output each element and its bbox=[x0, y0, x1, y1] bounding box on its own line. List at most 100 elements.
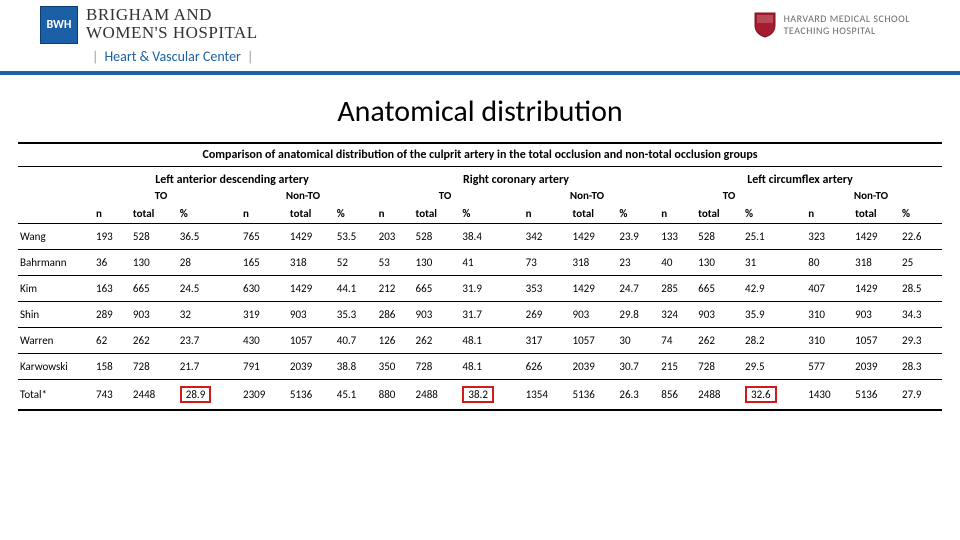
hms-line2: TEACHING HOSPITAL bbox=[784, 25, 910, 37]
cell: 1057 bbox=[853, 328, 900, 354]
cell: 318 bbox=[853, 250, 900, 276]
cell: 1429 bbox=[288, 276, 335, 302]
cell: 38.4 bbox=[460, 224, 523, 250]
cell: 318 bbox=[571, 250, 618, 276]
page-title: Anatomical distribution bbox=[0, 93, 960, 130]
hms-text: HARVARD MEDICAL SCHOOL TEACHING HOSPITAL bbox=[784, 13, 910, 37]
col-header: % bbox=[743, 204, 806, 224]
cell: 35.9 bbox=[743, 302, 806, 328]
cell: 29.8 bbox=[617, 302, 659, 328]
bwh-name-line1: BRIGHAM AND bbox=[86, 6, 258, 24]
cell: 903 bbox=[696, 302, 743, 328]
table-row: Karwowski15872821.7791203938.835072848.1… bbox=[18, 354, 942, 380]
col-header: total bbox=[414, 204, 461, 224]
cell: 28.2 bbox=[743, 328, 806, 354]
cell: 262 bbox=[414, 328, 461, 354]
cell: 1429 bbox=[288, 224, 335, 250]
cell: 317 bbox=[524, 328, 571, 354]
bwh-logo-block: BWH BRIGHAM AND WOMEN'S HOSPITAL bbox=[40, 6, 258, 44]
data-table: ntotal%ntotal%ntotal%ntotal%ntotal%ntota… bbox=[18, 204, 942, 411]
row-name: Karwowski bbox=[18, 354, 94, 380]
cell: 318 bbox=[288, 250, 335, 276]
cell: 62 bbox=[94, 328, 131, 354]
artery-col-2: Left circumflex artery bbox=[658, 173, 942, 187]
table-caption: Comparison of anatomical distribution of… bbox=[18, 142, 942, 167]
cell: 53.5 bbox=[335, 224, 377, 250]
highlighted-value: 28.9 bbox=[180, 386, 212, 403]
cell: 48.1 bbox=[460, 328, 523, 354]
col-header: total bbox=[696, 204, 743, 224]
cell: 165 bbox=[241, 250, 288, 276]
subgroup-1: Non-TO bbox=[232, 189, 374, 202]
row-name: Shin bbox=[18, 302, 94, 328]
cell: 626 bbox=[524, 354, 571, 380]
subgroup-4: TO bbox=[658, 189, 800, 202]
cell: 30 bbox=[617, 328, 659, 354]
cell: 269 bbox=[524, 302, 571, 328]
subunit-text: Heart & Vascular Center bbox=[104, 48, 240, 65]
table-row: Bahrmann36130281653185253130417331823401… bbox=[18, 250, 942, 276]
cell: 262 bbox=[131, 328, 178, 354]
cell: 262 bbox=[696, 328, 743, 354]
cell: 728 bbox=[414, 354, 461, 380]
cell: 289 bbox=[94, 302, 131, 328]
cell: 2309 bbox=[241, 380, 288, 411]
cell: 665 bbox=[696, 276, 743, 302]
cell: 323 bbox=[806, 224, 853, 250]
cell: 728 bbox=[696, 354, 743, 380]
col-header: total bbox=[288, 204, 335, 224]
row-name: Kim bbox=[18, 276, 94, 302]
cell: 2039 bbox=[571, 354, 618, 380]
cell: 28.9 bbox=[178, 380, 241, 411]
table-row: Total*743244828.92309513645.1880248838.2… bbox=[18, 380, 942, 411]
cell: 1057 bbox=[571, 328, 618, 354]
col-header: total bbox=[131, 204, 178, 224]
row-name: Bahrmann bbox=[18, 250, 94, 276]
cell: 1429 bbox=[571, 276, 618, 302]
cell: 30.7 bbox=[617, 354, 659, 380]
cell: 286 bbox=[377, 302, 414, 328]
cell: 23.7 bbox=[178, 328, 241, 354]
col-header: n bbox=[241, 204, 288, 224]
cell: 353 bbox=[524, 276, 571, 302]
table-row: Shin2899033231990335.328690331.726990329… bbox=[18, 302, 942, 328]
cell: 577 bbox=[806, 354, 853, 380]
hms-block: HARVARD MEDICAL SCHOOL TEACHING HOSPITAL bbox=[754, 12, 910, 38]
cell: 791 bbox=[241, 354, 288, 380]
cell: 45.1 bbox=[335, 380, 377, 411]
cell: 285 bbox=[659, 276, 696, 302]
cell: 40 bbox=[659, 250, 696, 276]
cell: 29.3 bbox=[900, 328, 942, 354]
cell: 5136 bbox=[288, 380, 335, 411]
cell: 26.3 bbox=[617, 380, 659, 411]
cell: 32 bbox=[178, 302, 241, 328]
cell: 324 bbox=[659, 302, 696, 328]
cell: 350 bbox=[377, 354, 414, 380]
cell: 319 bbox=[241, 302, 288, 328]
cell: 27.9 bbox=[900, 380, 942, 411]
cell: 158 bbox=[94, 354, 131, 380]
subgroup-5: Non-TO bbox=[800, 189, 942, 202]
table-row: Warren6226223.7430105740.712626248.13171… bbox=[18, 328, 942, 354]
subgroup-2: TO bbox=[374, 189, 516, 202]
col-header: total bbox=[571, 204, 618, 224]
cell: 310 bbox=[806, 328, 853, 354]
col-header: n bbox=[659, 204, 696, 224]
cell: 23 bbox=[617, 250, 659, 276]
col-header: % bbox=[900, 204, 942, 224]
artery-col-0: Left anterior descending artery bbox=[90, 173, 374, 187]
bwh-name-line2: WOMEN'S HOSPITAL bbox=[86, 24, 258, 42]
cell: 2448 bbox=[131, 380, 178, 411]
col-header: n bbox=[94, 204, 131, 224]
cell: 48.1 bbox=[460, 354, 523, 380]
cell: 430 bbox=[241, 328, 288, 354]
cell: 130 bbox=[696, 250, 743, 276]
cell: 215 bbox=[659, 354, 696, 380]
cell: 630 bbox=[241, 276, 288, 302]
cell: 310 bbox=[806, 302, 853, 328]
table-row: Wang19352836.5765142953.520352838.434214… bbox=[18, 224, 942, 250]
subgroup-0: TO bbox=[90, 189, 232, 202]
col-header: n bbox=[377, 204, 414, 224]
cell: 130 bbox=[414, 250, 461, 276]
cell: 21.7 bbox=[178, 354, 241, 380]
